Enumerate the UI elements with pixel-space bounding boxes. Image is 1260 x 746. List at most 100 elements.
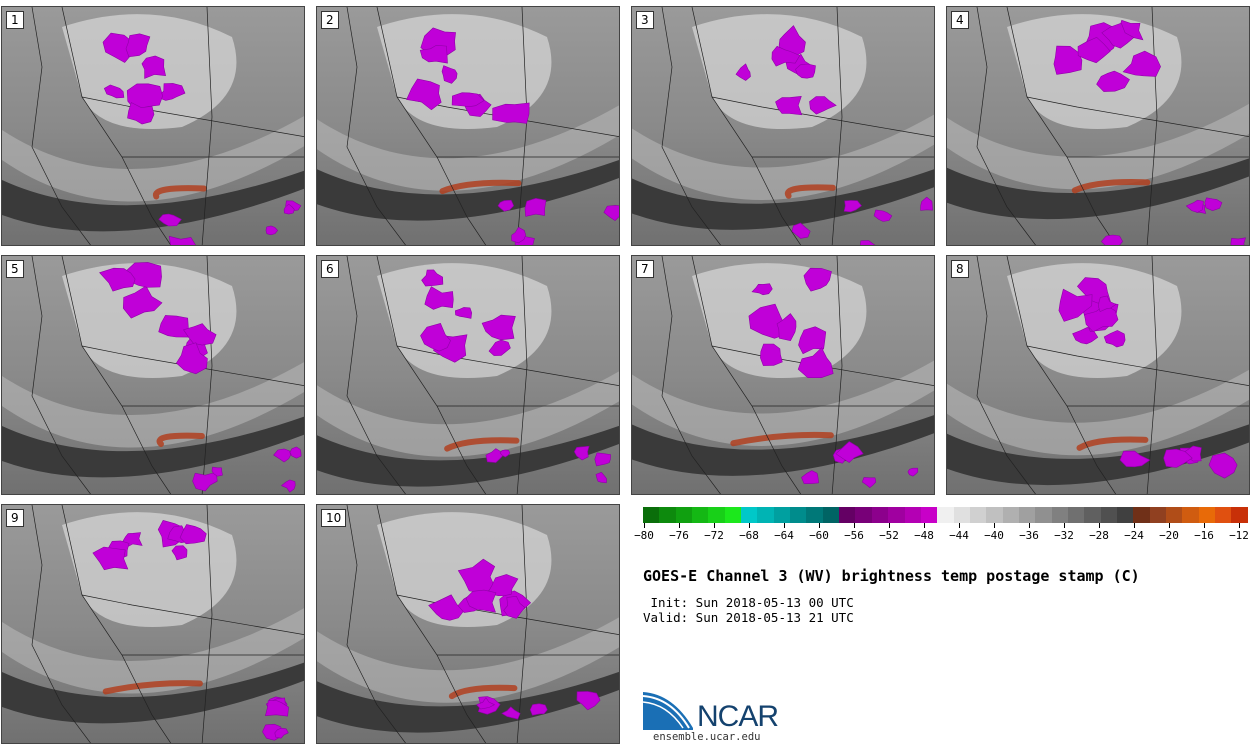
colorbar-tick	[714, 523, 715, 528]
colorbar-segment	[1149, 507, 1166, 523]
colorbar-segment	[643, 507, 660, 523]
colorbar-segment	[920, 507, 938, 523]
colorbar-tick	[994, 523, 995, 528]
colorbar-segment	[1116, 507, 1134, 523]
colorbar-tick	[889, 523, 890, 528]
colorbar-segment	[986, 507, 1003, 523]
ncar-logo-icon	[643, 692, 693, 730]
panel-number: 8	[951, 260, 969, 278]
colorbar-segment	[839, 507, 856, 523]
colorbar-tick	[679, 523, 680, 528]
panel-1: 1	[1, 6, 305, 246]
colorbar-tick	[749, 523, 750, 528]
panel-6: 6	[316, 255, 620, 495]
colorbar-tick-label: −76	[669, 529, 689, 542]
colorbar-tick	[1099, 523, 1100, 528]
colorbar-tick-label: −16	[1194, 529, 1214, 542]
colorbar-tick-label: −64	[774, 529, 794, 542]
website-url: ensemble.ucar.edu	[653, 731, 761, 743]
colorbar-segment	[871, 507, 889, 523]
colorbar	[643, 507, 1248, 523]
colorbar-tick-label: −80	[634, 529, 654, 542]
colorbar-tick-label: −68	[739, 529, 759, 542]
colorbar-segment	[773, 507, 791, 523]
panel-number: 2	[321, 11, 339, 29]
panel-number: 10	[321, 509, 347, 527]
colorbar-tick	[959, 523, 960, 528]
colorbar-tick	[1169, 523, 1170, 528]
panel-10: 10	[316, 504, 620, 744]
colorbar-segment	[1084, 507, 1101, 523]
colorbar-tick-label: −32	[1054, 529, 1074, 542]
colorbar-tick	[1204, 523, 1205, 528]
colorbar-segment	[1182, 507, 1199, 523]
panel-5: 5	[1, 255, 305, 495]
colorbar-segment	[708, 507, 725, 523]
colorbar-segment	[953, 507, 970, 523]
colorbar-tick-label: −48	[914, 529, 934, 542]
colorbar-tick-label: −12	[1229, 529, 1249, 542]
colorbar-tick	[1134, 523, 1135, 528]
panel-number: 4	[951, 11, 969, 29]
panel-number: 9	[6, 509, 24, 527]
colorbar-tick	[854, 523, 855, 528]
colorbar-segment	[1166, 507, 1183, 523]
colorbar-segment	[904, 507, 921, 523]
colorbar-tick	[924, 523, 925, 528]
colorbar-segment	[1100, 507, 1117, 523]
colorbar-tick	[1029, 523, 1030, 528]
colorbar-tick-label: −44	[949, 529, 969, 542]
colorbar-tick-label: −72	[704, 529, 724, 542]
panel-number: 5	[6, 260, 24, 278]
panel-number: 3	[636, 11, 654, 29]
panel-9: 9	[1, 504, 305, 744]
colorbar-segment	[741, 507, 758, 523]
colorbar-tick-label: −56	[844, 529, 864, 542]
colorbar-segment	[888, 507, 905, 523]
colorbar-segment	[1133, 507, 1150, 523]
colorbar-tick-label: −40	[984, 529, 1004, 542]
colorbar-segment	[1198, 507, 1216, 523]
colorbar-tick	[644, 523, 645, 528]
colorbar-tick-label: −20	[1159, 529, 1179, 542]
colorbar-segment	[724, 507, 742, 523]
colorbar-tick-label: −52	[879, 529, 899, 542]
colorbar-ticks: −80 −76 −72 −68 −64 −60 −56 −52 −48 −44 −40 −36 −32 −…	[634, 523, 1249, 545]
valid-time: Valid: Sun 2018-05-13 21 UTC	[643, 610, 854, 625]
panel-7: 7	[631, 255, 935, 495]
colorbar-tick-label: −36	[1019, 529, 1039, 542]
colorbar-segment	[822, 507, 840, 523]
colorbar-segment	[855, 507, 872, 523]
panel-3: 3	[631, 6, 935, 246]
panel-number: 7	[636, 260, 654, 278]
colorbar-segment	[757, 507, 774, 523]
colorbar-segment	[692, 507, 709, 523]
colorbar-segment	[1231, 507, 1248, 523]
colorbar-segment	[1215, 507, 1232, 523]
panel-2: 2	[316, 6, 620, 246]
colorbar-segment	[790, 507, 807, 523]
colorbar-segment	[659, 507, 676, 523]
colorbar-segment	[937, 507, 954, 523]
colorbar-tick	[784, 523, 785, 528]
panel-number: 1	[6, 11, 24, 29]
init-time: Init: Sun 2018-05-13 00 UTC	[643, 595, 854, 610]
colorbar-tick	[1064, 523, 1065, 528]
colorbar-tick	[819, 523, 820, 528]
colorbar-tick-label: −24	[1124, 529, 1144, 542]
ncar-logo-text: NCAR	[697, 700, 779, 733]
panel-8: 8	[946, 255, 1250, 495]
colorbar-tick-label: −60	[809, 529, 829, 542]
chart-title: GOES-E Channel 3 (WV) brightness temp po…	[643, 567, 1140, 585]
colorbar-segment	[675, 507, 693, 523]
colorbar-segment	[969, 507, 987, 523]
colorbar-tick-label: −28	[1089, 529, 1109, 542]
colorbar-segment	[1018, 507, 1036, 523]
colorbar-segment	[1067, 507, 1085, 523]
panel-number: 6	[321, 260, 339, 278]
colorbar-tick	[1239, 523, 1240, 528]
colorbar-segment	[1002, 507, 1019, 523]
colorbar-segment	[1051, 507, 1068, 523]
colorbar-segment	[1035, 507, 1052, 523]
panel-4: 4	[946, 6, 1250, 246]
